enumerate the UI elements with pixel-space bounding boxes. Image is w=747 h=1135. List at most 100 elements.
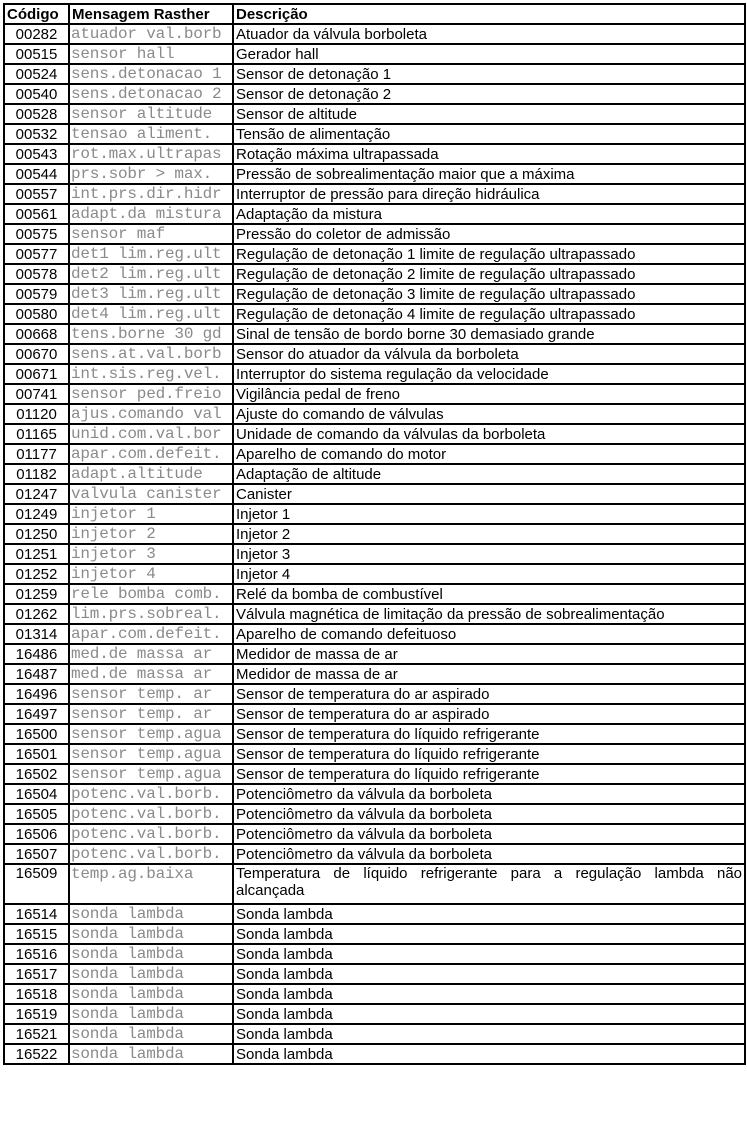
cell-code: 16486 [3, 643, 70, 665]
cell-description: Sonda lambda [232, 943, 746, 965]
cell-description: Injetor 1 [232, 503, 746, 525]
cell-code: 01249 [3, 503, 70, 525]
table-row: 16522 sonda lambda Sonda lambda [3, 1043, 746, 1065]
table-row: 00282 atuador val.borb Atuador da válvula … [3, 23, 746, 45]
cell-description: Potenciômetro da válvula da borboleta [232, 783, 746, 805]
cell-description: Medidor de massa de ar [232, 663, 746, 685]
table-row: 16496 sensor temp. ar Sensor de temperatur… [3, 683, 746, 705]
table-row: 01177 apar.com.defeit. Aparelho de comando… [3, 443, 746, 465]
cell-code: 16518 [3, 983, 70, 1005]
table-row: 00575 sensor maf Pressão do coletor de adm… [3, 223, 746, 245]
cell-description: Canister [232, 483, 746, 505]
table-row: 16500 sensor temp.agua Sensor de temperatu… [3, 723, 746, 745]
cell-message: lim.prs.sobreal. [68, 603, 234, 625]
cell-message: potenc.val.borb. [68, 783, 234, 805]
cell-description: Sinal de tensão de bordo borne 30 demasi… [232, 323, 746, 345]
cell-message: temp.ag.baixa [68, 863, 234, 905]
cell-code: 01250 [3, 523, 70, 545]
cell-description: Sonda lambda [232, 1023, 746, 1045]
table-row: 00580 det4 lim.reg.ult Regulação de detona… [3, 303, 746, 325]
table-row: 01262 lim.prs.sobreal. Válvula magnética d… [3, 603, 746, 625]
header-code: Código [3, 3, 70, 25]
cell-code: 00741 [3, 383, 70, 405]
cell-description: Interruptor do sistema regulação da velo… [232, 363, 746, 385]
cell-code: 00282 [3, 23, 70, 45]
table-row: 16517 sonda lambda Sonda lambda [3, 963, 746, 985]
cell-description: Tensão de alimentação [232, 123, 746, 145]
cell-message: sensor altitude [68, 103, 234, 125]
table-row: 00671 int.sis.reg.vel. Interruptor do sist… [3, 363, 746, 385]
table-row: 16497 sensor temp. ar Sensor de temperatur… [3, 703, 746, 725]
cell-description: Aparelho de comando do motor [232, 443, 746, 465]
cell-description: Injetor 3 [232, 543, 746, 565]
cell-message: det1 lim.reg.ult [68, 243, 234, 265]
cell-description: Interruptor de pressão para direção hidr… [232, 183, 746, 205]
cell-code: 16497 [3, 703, 70, 725]
cell-message: det2 lim.reg.ult [68, 263, 234, 285]
cell-message: sensor hall [68, 43, 234, 65]
cell-message: sonda lambda [68, 903, 234, 925]
cell-description: Pressão do coletor de admissão [232, 223, 746, 245]
cell-code: 01177 [3, 443, 70, 465]
cell-description: Potenciômetro da válvula da borboleta [232, 843, 746, 865]
cell-code: 01120 [3, 403, 70, 425]
cell-code: 16505 [3, 803, 70, 825]
cell-message: sensor temp. ar [68, 703, 234, 725]
cell-code: 16502 [3, 763, 70, 785]
cell-code: 01262 [3, 603, 70, 625]
cell-code: 00557 [3, 183, 70, 205]
cell-description: Sensor de temperatura do ar aspirado [232, 683, 746, 705]
table-row: 01251 injetor 3 Injetor 3 [3, 543, 746, 565]
cell-message: det4 lim.reg.ult [68, 303, 234, 325]
cell-code: 16509 [3, 863, 70, 905]
cell-message: valvula canister [68, 483, 234, 505]
cell-description: Sensor de detonação 2 [232, 83, 746, 105]
cell-code: 16496 [3, 683, 70, 705]
table-row: 00544 prs.sobr > max. Pressão de sobrealim… [3, 163, 746, 185]
cell-code: 00561 [3, 203, 70, 225]
cell-code: 00515 [3, 43, 70, 65]
cell-description: Ajuste do comando de válvulas [232, 403, 746, 425]
table-row: 16505 potenc.val.borb. Potenciômetro da vá… [3, 803, 746, 825]
table-row: 00668 tens.borne 30 gd Sinal de tensão de … [3, 323, 746, 345]
cell-message: sonda lambda [68, 1023, 234, 1045]
cell-code: 00579 [3, 283, 70, 305]
cell-description: Sonda lambda [232, 983, 746, 1005]
table-row: 00741 sensor ped.freio Vigilância pedal de… [3, 383, 746, 405]
cell-description: Sensor do atuador da válvula da borbolet… [232, 343, 746, 365]
cell-code: 01259 [3, 583, 70, 605]
cell-description: Vigilância pedal de freno [232, 383, 746, 405]
cell-code: 01182 [3, 463, 70, 485]
cell-code: 00543 [3, 143, 70, 165]
cell-description: Injetor 2 [232, 523, 746, 545]
cell-message: tensao aliment. [68, 123, 234, 145]
cell-message: injetor 1 [68, 503, 234, 525]
cell-code: 16504 [3, 783, 70, 805]
cell-message: sensor temp.agua [68, 763, 234, 785]
cell-message: det3 lim.reg.ult [68, 283, 234, 305]
cell-code: 00524 [3, 63, 70, 85]
cell-description: Sonda lambda [232, 923, 746, 945]
cell-description: Potenciômetro da válvula da borboleta [232, 823, 746, 845]
table-row: 16518 sonda lambda Sonda lambda [3, 983, 746, 1005]
table-row: 01314 apar.com.defeit. Aparelho de comando… [3, 623, 746, 645]
table-row: 01120 ajus.comando val Ajuste do comando d… [3, 403, 746, 425]
table-row: 00578 det2 lim.reg.ult Regulação de detona… [3, 263, 746, 285]
cell-code: 01314 [3, 623, 70, 645]
cell-message: apar.com.defeit. [68, 443, 234, 465]
table-row: 16516 sonda lambda Sonda lambda [3, 943, 746, 965]
error-code-table: Código Mensagem Rasther Descrição 00282 a… [3, 3, 746, 1065]
cell-message: int.prs.dir.hidr [68, 183, 234, 205]
table-row: 00561 adapt.da mistura Adaptação da mistur… [3, 203, 746, 225]
cell-code: 00532 [3, 123, 70, 145]
table-row: 00543 rot.max.ultrapas Rotação máxima ultr… [3, 143, 746, 165]
cell-description: Pressão de sobrealimentação maior que a … [232, 163, 746, 185]
table-row: 01182 adapt.altitude Adaptação de altitude [3, 463, 746, 485]
cell-message: sens.detonacao 2 [68, 83, 234, 105]
cell-code: 16507 [3, 843, 70, 865]
table-row: 16504 potenc.val.borb. Potenciômetro da vá… [3, 783, 746, 805]
cell-code: 00670 [3, 343, 70, 365]
cell-code: 16500 [3, 723, 70, 745]
cell-message: rele bomba comb. [68, 583, 234, 605]
cell-message: sonda lambda [68, 963, 234, 985]
